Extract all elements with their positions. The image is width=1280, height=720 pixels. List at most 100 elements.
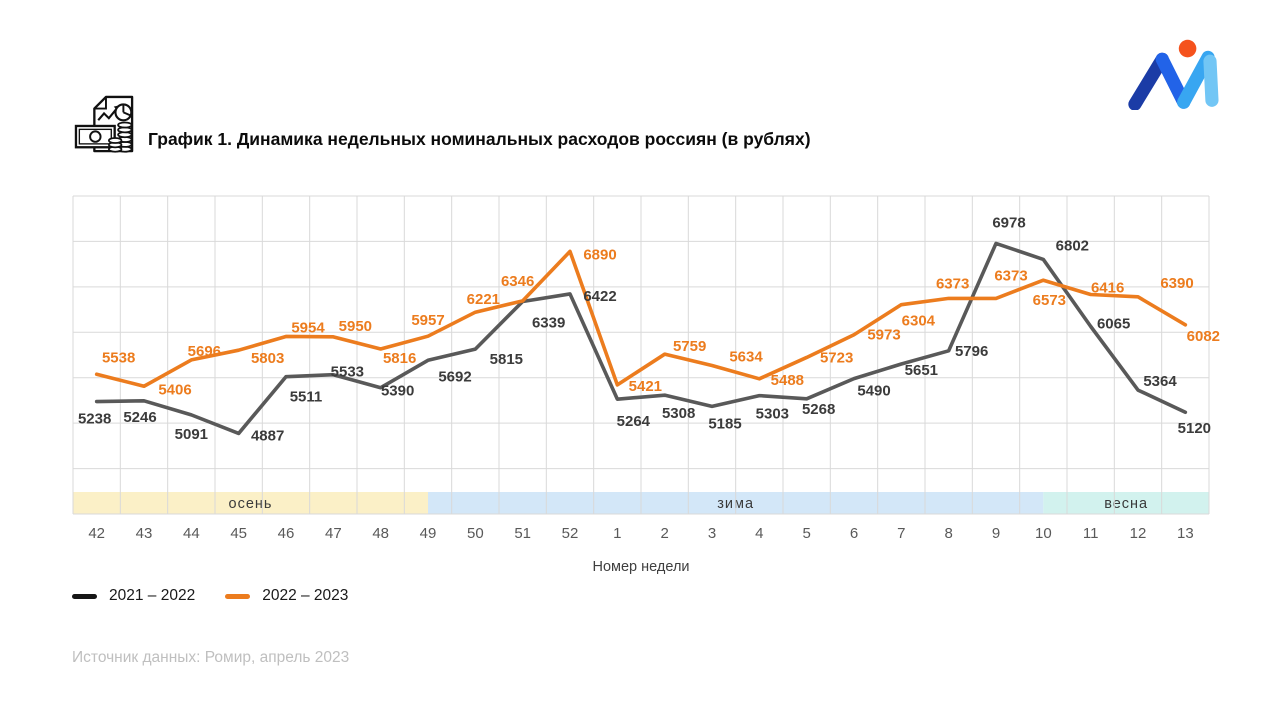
data-label: 5957: [411, 312, 444, 329]
pie-slices: [122, 104, 132, 117]
data-label: 5816: [383, 350, 416, 367]
legend-swatch-2022-2023: [225, 593, 251, 599]
x-tick-label: 9: [992, 525, 1000, 542]
data-label: 6082: [1187, 328, 1220, 345]
x-tick-label: 49: [420, 525, 437, 542]
x-tick-label: 48: [372, 525, 389, 542]
data-label: 5364: [1143, 373, 1177, 390]
x-tick-label: 50: [467, 525, 484, 542]
data-label: 6573: [1033, 292, 1066, 309]
x-tick-label: 10: [1035, 525, 1052, 542]
data-label: 5511: [290, 389, 323, 406]
data-label: 6373: [936, 275, 969, 292]
banknote-circle: [89, 130, 102, 143]
data-label: 6802: [1056, 237, 1089, 254]
coin-stack-short: [108, 137, 123, 153]
x-tick-label: 5: [802, 525, 810, 542]
data-label: 5308: [662, 405, 695, 422]
data-label: 5796: [955, 343, 988, 360]
finance-document-chart-money-icon: [74, 95, 134, 153]
logo-stroke-dark: [1128, 52, 1169, 110]
data-label: 5973: [867, 327, 900, 344]
data-label: 5723: [820, 349, 853, 366]
data-label: 5651: [905, 362, 938, 379]
x-tick-label: 46: [278, 525, 295, 542]
legend-item-2021-2022: 2021 – 2022: [72, 587, 195, 605]
x-tick-label: 4: [755, 525, 763, 542]
x-tick-label: 6: [850, 525, 858, 542]
data-label: 6339: [532, 314, 565, 331]
data-label: 6373: [994, 267, 1027, 284]
legend-item-2022-2023: 2022 – 2023: [225, 587, 348, 605]
data-label: 5692: [438, 368, 471, 385]
x-tick-label: 52: [562, 525, 579, 542]
x-tick-label: 45: [230, 525, 247, 542]
legend-label-2021-2022: 2021 – 2022: [109, 587, 196, 604]
x-tick-label: 43: [136, 525, 153, 542]
banknote: [74, 124, 116, 149]
data-label: 6065: [1097, 315, 1130, 332]
logo-stroke-light: [1203, 54, 1219, 107]
data-label: 5390: [381, 383, 414, 400]
data-label: 6221: [467, 291, 500, 308]
document-fold: [94, 96, 107, 110]
x-tick-label: 44: [183, 525, 200, 542]
legend-label-2022-2023: 2022 – 2023: [262, 587, 349, 604]
data-label: 5533: [331, 364, 364, 381]
data-label: 6304: [902, 313, 936, 330]
data-label: 5303: [756, 406, 789, 423]
x-tick-label: 47: [325, 525, 342, 542]
data-label: 5238: [78, 411, 111, 428]
season-band-label: осень: [229, 496, 273, 512]
line-chart-glyph: [97, 106, 119, 121]
data-label: 5185: [708, 415, 741, 432]
x-tick-label: 7: [897, 525, 905, 542]
data-source-note: Источник данных: Ромир, апрель 2023: [72, 649, 350, 666]
data-label: 5759: [673, 338, 706, 355]
data-label: 4887: [251, 427, 284, 444]
x-tick-label: 42: [88, 525, 105, 542]
logo-dot: [1178, 39, 1197, 58]
x-axis-title: Номер недели: [592, 559, 689, 575]
data-label: 5950: [339, 318, 372, 335]
series-line-2022–2023: [94, 249, 1188, 389]
x-tick-label: 8: [944, 525, 952, 542]
data-label: 5815: [490, 351, 523, 368]
data-label: 5268: [802, 401, 835, 418]
x-tick-label: 3: [708, 525, 716, 542]
data-label: 6978: [992, 214, 1025, 231]
data-label: 6422: [583, 288, 616, 305]
season-band-label: весна: [1104, 496, 1148, 512]
data-label: 6416: [1091, 279, 1124, 296]
data-label: 5264: [617, 413, 651, 430]
data-label: 5538: [102, 349, 135, 366]
data-label: 5954: [291, 319, 325, 336]
data-label: 6390: [1160, 275, 1193, 292]
data-label: 5696: [188, 343, 221, 360]
data-label: 5421: [629, 378, 662, 395]
x-tick-label: 12: [1130, 525, 1147, 542]
legend-swatch-2021-2022: [72, 593, 97, 599]
x-tick-label: 1: [613, 525, 621, 542]
x-tick-label: 13: [1177, 525, 1194, 542]
data-label: 6346: [501, 273, 534, 290]
data-label: 5488: [771, 372, 804, 389]
brand-m-logo-icon: [1128, 39, 1219, 110]
x-tick-label: 51: [514, 525, 531, 542]
data-label: 5803: [251, 350, 284, 367]
data-label: 5490: [857, 383, 890, 400]
series-line-2021–2022: [94, 241, 1188, 436]
data-label: 5246: [123, 409, 156, 426]
season-band: [1043, 492, 1209, 514]
data-label: 6890: [583, 246, 616, 263]
x-tick-label: 11: [1083, 525, 1099, 542]
legend: 2021 – 2022 2022 – 2023: [72, 587, 348, 605]
data-label: 5634: [729, 349, 763, 366]
data-label: 5120: [1178, 420, 1211, 437]
data-label: 5406: [158, 381, 191, 398]
data-label: 5091: [175, 426, 208, 443]
x-tick-label: 2: [660, 525, 668, 542]
page-title: График 1. Динамика недельных номинальных…: [148, 129, 811, 149]
